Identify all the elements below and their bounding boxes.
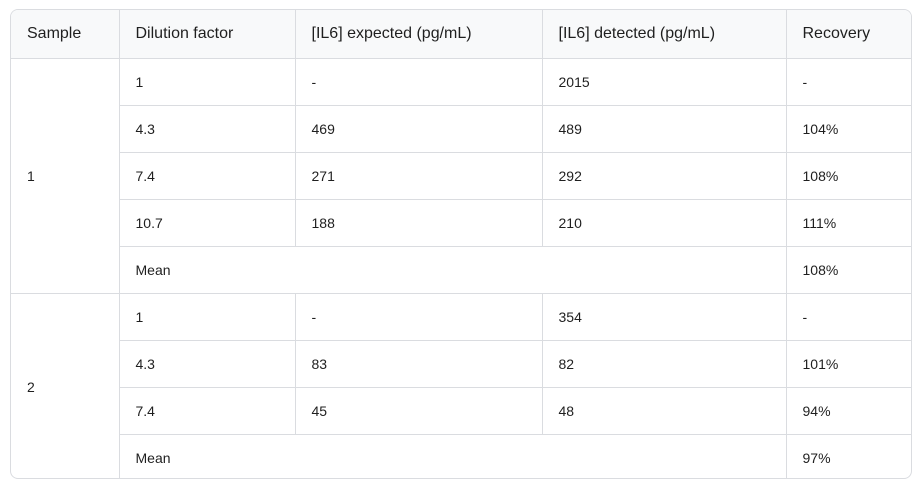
dilution-cell: 4.3: [119, 105, 296, 153]
sample-cell: 1: [11, 58, 120, 294]
table-row: 1 1 - 2015 -: [11, 58, 911, 294]
mean-recovery-cell: 97%: [802, 449, 831, 466]
header-detected: [IL6] detected (pg/mL): [542, 10, 787, 59]
table-row: 4.3 83 82 101%: [11, 340, 911, 388]
expected-cell: -: [295, 293, 543, 341]
table-row: 7.4 271 292 108%: [11, 152, 911, 200]
recovery-cell: 94%: [786, 387, 911, 435]
expected-cell: 83: [295, 340, 543, 388]
detected-cell: 48: [542, 387, 787, 435]
dilution-cell: 7.4: [119, 387, 296, 435]
header-recovery: Recovery: [786, 10, 911, 59]
detected-cell: 354: [542, 293, 787, 341]
dilution-cell: 10.7: [119, 199, 296, 247]
mean-row: Mean 97%: [11, 434, 911, 478]
detected-cell: 292: [542, 152, 787, 200]
expected-cell: -: [295, 58, 543, 106]
detected-cell: 489: [542, 105, 787, 153]
recovery-table: Sample Dilution factor [IL6] expected (p…: [11, 10, 911, 478]
expected-cell: 271: [295, 152, 543, 200]
recovery-cell: -: [786, 58, 911, 106]
recovery-cell: 111%: [786, 199, 911, 247]
dilution-cell: 7.4: [119, 152, 296, 200]
header-sample: Sample: [11, 10, 120, 59]
recovery-cell: -: [786, 293, 911, 341]
recovery-cell: 104%: [786, 105, 911, 153]
recovery-cell: 101%: [786, 340, 911, 388]
table-row: 10.7 188 210 111%: [11, 199, 911, 247]
expected-cell: 469: [295, 105, 543, 153]
table-row: 2 1 - 354 -: [11, 293, 911, 478]
mean-row: Mean 108%: [11, 246, 911, 294]
header-expected: [IL6] expected (pg/mL): [295, 10, 543, 59]
mean-recovery-cell: 108%: [786, 246, 911, 294]
dilution-cell: 1: [119, 58, 296, 106]
header-row: Sample Dilution factor [IL6] expected (p…: [11, 10, 911, 59]
dilution-cell: 4.3: [119, 340, 296, 388]
table-row: 7.4 45 48 94%: [11, 387, 911, 435]
sample-cell: 2: [11, 293, 120, 478]
expected-cell: 45: [295, 387, 543, 435]
dilution-cell: 1: [119, 293, 296, 341]
header-dilution-factor: Dilution factor: [119, 10, 296, 59]
recovery-table-container: Sample Dilution factor [IL6] expected (p…: [10, 9, 912, 479]
mean-label: Mean: [119, 434, 787, 478]
recovery-cell: 108%: [786, 152, 911, 200]
detected-cell: 210: [542, 199, 787, 247]
expected-cell: 188: [295, 199, 543, 247]
detected-cell: 82: [542, 340, 787, 388]
table-row: 4.3 469 489 104%: [11, 105, 911, 153]
detected-cell: 2015: [542, 58, 787, 106]
mean-label: Mean: [119, 246, 787, 294]
